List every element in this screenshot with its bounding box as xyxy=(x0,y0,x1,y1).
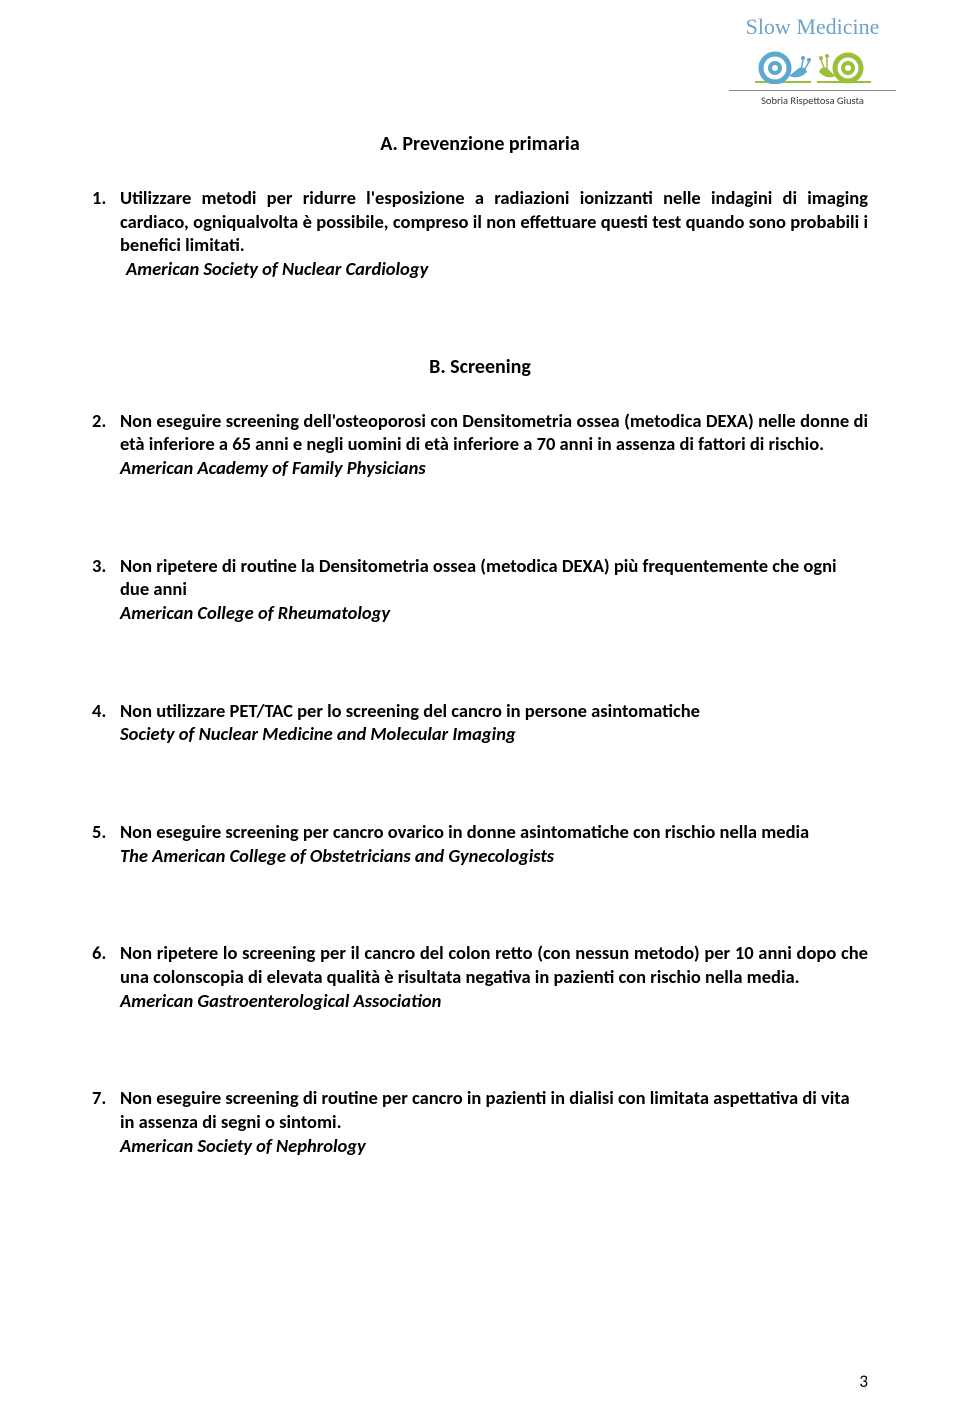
item-3: 3. Non ripetere di routine la Densitomet… xyxy=(92,554,868,625)
item-source: Society of Nuclear Medicine and Molecula… xyxy=(120,722,516,745)
logo-snails xyxy=(725,40,900,84)
item-4: 4. Non utilizzare PET/TAC per lo screeni… xyxy=(92,699,868,746)
item-main: Non ripetere lo screening per il cancro … xyxy=(120,941,868,988)
item-number: 4. xyxy=(92,699,120,746)
snail-green-icon xyxy=(817,40,873,84)
item-text: Non eseguire screening di routine per ca… xyxy=(120,1086,868,1157)
item-2: 2. Non eseguire screening dell'osteoporo… xyxy=(92,409,868,480)
item-main: Non eseguire screening per cancro ovaric… xyxy=(120,820,809,843)
item-number: 5. xyxy=(92,820,120,867)
item-text: Non eseguire screening per cancro ovaric… xyxy=(120,820,868,867)
page-number: 3 xyxy=(859,1371,868,1392)
item-main: Utilizzare metodi per ridurre l'esposizi… xyxy=(120,186,868,256)
item-source: American Society of Nephrology xyxy=(120,1134,366,1157)
item-7: 7. Non eseguire screening di routine per… xyxy=(92,1086,868,1157)
item-source: American Gastroenterological Association xyxy=(120,989,441,1012)
item-1: 1. Utilizzare metodi per ridurre l'espos… xyxy=(92,186,868,281)
item-main: Non utilizzare PET/TAC per lo screening … xyxy=(120,699,700,722)
section-b-title: B. Screening xyxy=(92,355,868,379)
item-main: Non ripetere di routine la Densitometria… xyxy=(120,554,837,601)
item-text: Non ripetere lo screening per il cancro … xyxy=(120,941,868,1012)
logo-divider xyxy=(729,90,896,91)
item-source: The American College of Obstetricians an… xyxy=(120,844,554,867)
item-text: Non ripetere di routine la Densitometria… xyxy=(120,554,868,625)
page: Slow Medicine Sobria Rispet xyxy=(0,0,960,1418)
item-number: 2. xyxy=(92,409,120,480)
item-number: 3. xyxy=(92,554,120,625)
logo: Slow Medicine Sobria Rispet xyxy=(725,16,900,107)
section-a-title: A. Prevenzione primaria xyxy=(92,132,868,156)
item-source: American Academy of Family Physicians xyxy=(120,456,426,479)
item-number: 1. xyxy=(92,186,120,281)
snail-blue-icon xyxy=(753,40,813,84)
item-number: 6. xyxy=(92,941,120,1012)
item-number: 7. xyxy=(92,1086,120,1157)
item-6: 6. Non ripetere lo screening per il canc… xyxy=(92,941,868,1012)
item-5: 5. Non eseguire screening per cancro ova… xyxy=(92,820,868,867)
item-text: Utilizzare metodi per ridurre l'esposizi… xyxy=(120,186,868,281)
content: A. Prevenzione primaria 1. Utilizzare me… xyxy=(92,132,868,1157)
item-main: Non eseguire screening dell'osteoporosi … xyxy=(120,409,868,456)
item-source: American Society of Nuclear Cardiology xyxy=(126,257,428,280)
logo-title: Slow Medicine xyxy=(725,16,900,38)
item-main: Non eseguire screening di routine per ca… xyxy=(120,1086,850,1133)
logo-subtitle: Sobria Rispettosa Giusta xyxy=(725,94,900,107)
item-source: American College of Rheumatology xyxy=(120,601,390,624)
item-text: Non utilizzare PET/TAC per lo screening … xyxy=(120,699,868,746)
item-text: Non eseguire screening dell'osteoporosi … xyxy=(120,409,868,480)
